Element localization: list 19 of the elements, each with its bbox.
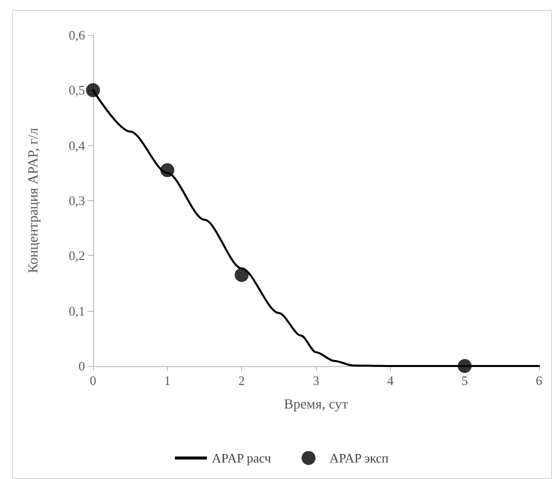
y-tick-label: 0,5 — [68, 82, 85, 98]
x-tick-label: 6 — [536, 373, 543, 388]
y-tick-label: 0 — [78, 358, 85, 374]
legend-label: APAP эксп — [330, 450, 389, 466]
legend-label: APAP расч — [212, 450, 272, 466]
x-tick-label: 3 — [312, 373, 320, 388]
y-tick-label: 0,1 — [68, 303, 85, 318]
y-axis-title: Концентрация APAP, г/л — [26, 128, 42, 274]
y-tick-label: 0,6 — [68, 28, 86, 42]
x-tick-label: 0 — [90, 373, 96, 388]
x-tick-label: 1 — [164, 373, 171, 388]
x-axis-title: Время, сут — [284, 398, 348, 412]
y-tick-label: 0,3 — [68, 193, 85, 208]
y-tick-label: 0,4 — [68, 138, 86, 153]
x-tick-label: 4 — [387, 373, 394, 388]
y-tick-label: 0,2 — [68, 248, 85, 264]
x-tick-label: 2 — [238, 373, 245, 388]
point — [86, 83, 100, 98]
x-tick-label: 5 — [461, 373, 468, 388]
